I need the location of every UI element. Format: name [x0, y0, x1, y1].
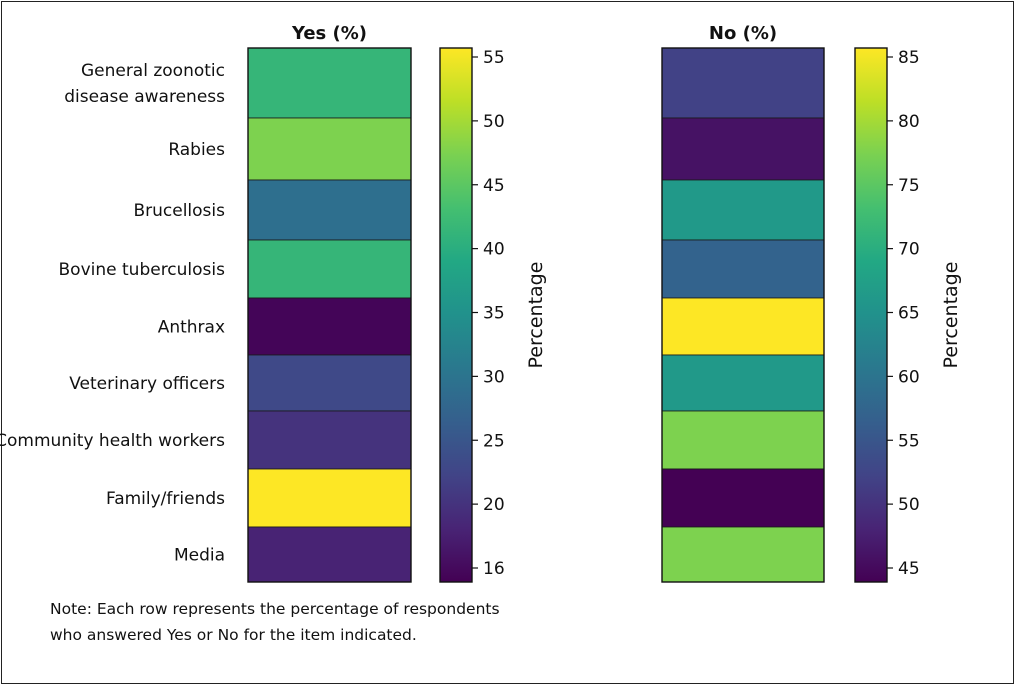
figure-note: who answered Yes or No for the item indi…: [50, 626, 417, 644]
colorbar-tick-label: 25: [483, 431, 505, 451]
colorbar-tick-label: 55: [483, 48, 505, 68]
colorbar-label: Percentage: [940, 262, 962, 369]
colorbar-tick-label: 80: [898, 112, 920, 132]
row-label: Bovine tuberculosis: [59, 260, 226, 280]
colorbar-tick-label: 70: [898, 240, 920, 260]
colorbar: [854, 47, 888, 583]
colorbar-tick-label: 85: [898, 48, 920, 68]
heatmap-cell: [247, 47, 412, 119]
colorbar-tick-label: 50: [898, 495, 920, 515]
figure-note: Note: Each row represents the percentage…: [50, 600, 500, 618]
colorbar-tick-label: 55: [898, 431, 920, 451]
colorbar-tick-label: 60: [898, 367, 920, 387]
heatmap-cell: [661, 354, 825, 412]
row-label: Media: [174, 546, 225, 566]
panel-title: Yes (%): [291, 23, 367, 44]
colorbar-label: Percentage: [525, 262, 547, 369]
heatmap-cell: [661, 117, 825, 181]
heatmap-border: [247, 47, 412, 583]
row-label: disease awareness: [64, 87, 225, 107]
row-label: Veterinary officers: [69, 374, 225, 394]
heatmap-cell: [247, 297, 412, 356]
row-label: Anthrax: [158, 318, 225, 338]
heatmap-cell: [661, 47, 825, 119]
heatmap-cell: [661, 410, 825, 470]
panel-title: No (%): [709, 23, 777, 44]
colorbar-tick-label: 45: [898, 559, 920, 579]
heatmap-cell: [247, 117, 412, 181]
heatmap-cell: [247, 239, 412, 299]
colorbar-tick-label: 40: [483, 240, 505, 260]
heatmap-cell: [661, 239, 825, 299]
colorbar-tick-label: 20: [483, 495, 505, 515]
colorbar-tick-label: 65: [898, 304, 920, 324]
row-label: Family/friends: [106, 489, 225, 509]
heatmap-cell: [247, 179, 412, 241]
colorbar: [439, 47, 473, 583]
row-label: General zoonotic: [81, 61, 225, 81]
heatmap-cell: [661, 179, 825, 241]
colorbar-tick-label: 75: [898, 176, 920, 196]
heatmap-cell: [661, 468, 825, 528]
heatmap-cell: [247, 354, 412, 412]
row-label: Community health workers: [0, 431, 225, 451]
colorbar-tick-label: 35: [483, 304, 505, 324]
heatmap-cell: [247, 468, 412, 528]
colorbar-tick-label: 30: [483, 367, 505, 387]
colorbar-tick-label: 50: [483, 112, 505, 132]
heatmap-cell: [247, 526, 412, 583]
colorbar-tick-label: 45: [483, 176, 505, 196]
heatmap-cell: [247, 410, 412, 470]
heatmap-cell: [661, 526, 825, 583]
row-label: Brucellosis: [133, 201, 225, 221]
row-label: Rabies: [168, 140, 225, 160]
colorbar-tick-label: 16: [483, 559, 505, 579]
heatmap-border: [661, 47, 825, 583]
heatmap-cell: [661, 297, 825, 356]
